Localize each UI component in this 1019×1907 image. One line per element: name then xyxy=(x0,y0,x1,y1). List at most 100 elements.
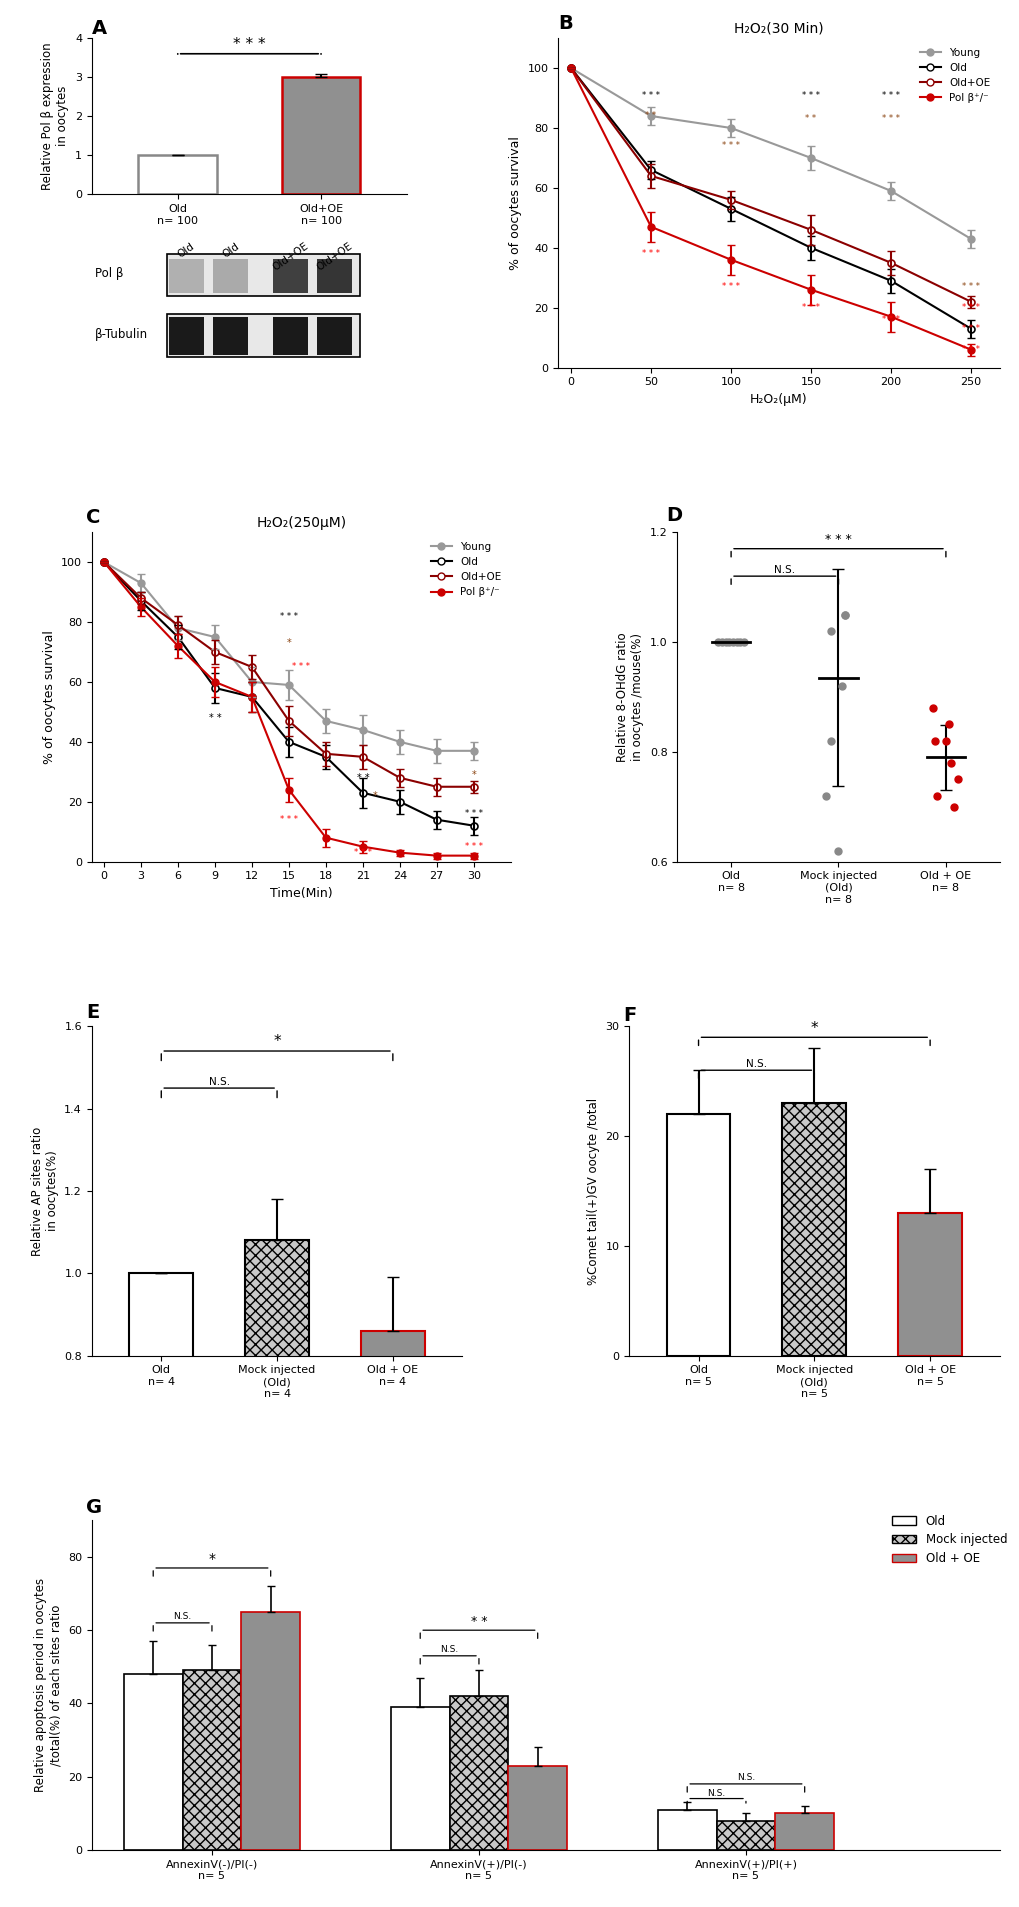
Text: * *: * * xyxy=(645,111,656,120)
Text: * * *: * * * xyxy=(961,345,979,355)
Text: Old+OE: Old+OE xyxy=(270,242,310,273)
Text: * *: * * xyxy=(357,772,369,782)
Text: * * *: * * * xyxy=(279,612,298,620)
Bar xyxy=(657,1810,716,1850)
Point xyxy=(928,780,945,810)
Legend: Young, Old, Old+OE, Pol β⁺/⁻: Young, Old, Old+OE, Pol β⁺/⁻ xyxy=(915,44,994,107)
Text: * * *: * * * xyxy=(233,38,266,51)
Point xyxy=(713,627,730,658)
Bar xyxy=(317,259,352,294)
Point xyxy=(728,627,744,658)
Text: * * *: * * * xyxy=(641,250,659,257)
Y-axis label: %Comet tail(+)GV oocyte /total: %Comet tail(+)GV oocyte /total xyxy=(586,1097,599,1285)
Y-axis label: % of oocytes survival: % of oocytes survival xyxy=(43,629,55,765)
Legend: Old, Mock injected, Old + OE: Old, Mock injected, Old + OE xyxy=(887,1510,1011,1569)
Text: C: C xyxy=(86,509,100,526)
Bar xyxy=(273,259,308,294)
Point xyxy=(821,725,838,755)
Legend: Young, Old, Old+OE, Pol β⁺/⁻: Young, Old, Old+OE, Pol β⁺/⁻ xyxy=(426,538,505,601)
Bar xyxy=(169,259,204,294)
Point xyxy=(735,627,751,658)
Point xyxy=(937,725,954,755)
Bar xyxy=(716,1821,774,1850)
Text: * * *: * * * xyxy=(465,843,482,851)
Text: * * *: * * * xyxy=(881,90,899,99)
Text: * * *: * * * xyxy=(961,303,979,313)
Text: B: B xyxy=(557,13,573,32)
Text: F: F xyxy=(623,1005,636,1024)
Bar xyxy=(782,1102,846,1356)
Text: Old: Old xyxy=(220,242,240,259)
Bar xyxy=(666,1114,730,1356)
Text: * * *: * * * xyxy=(801,90,819,99)
Bar xyxy=(449,1695,507,1850)
Text: * * *: * * * xyxy=(465,809,482,818)
Bar xyxy=(139,154,217,195)
Text: Old: Old xyxy=(176,242,197,259)
Bar xyxy=(317,317,352,355)
Text: D: D xyxy=(666,505,682,524)
Text: *: * xyxy=(273,1034,280,1049)
Bar xyxy=(123,1674,182,1850)
Text: N.S.: N.S. xyxy=(707,1789,725,1798)
Text: * * *: * * * xyxy=(292,662,310,671)
Text: G: G xyxy=(87,1499,103,1518)
Point xyxy=(709,627,726,658)
Point xyxy=(940,709,956,740)
Bar xyxy=(774,1814,834,1850)
Bar xyxy=(507,1766,567,1850)
Text: * * *: * * * xyxy=(824,532,851,545)
Y-axis label: Relative AP sites ratio
in oocytes(%): Relative AP sites ratio in oocytes(%) xyxy=(31,1127,59,1255)
Y-axis label: Relative Pol β expression
in oocytes: Relative Pol β expression in oocytes xyxy=(42,42,69,191)
Point xyxy=(725,627,741,658)
Bar xyxy=(129,1274,193,1686)
Text: Pol β: Pol β xyxy=(95,267,123,280)
Point xyxy=(836,473,852,503)
Bar xyxy=(182,1671,242,1850)
Text: * *: * * xyxy=(209,713,221,723)
Text: * * *: * * * xyxy=(881,315,899,324)
Point xyxy=(942,748,958,778)
Y-axis label: Relative 8-OHdG ratio
in oocytes /mouse(%): Relative 8-OHdG ratio in oocytes /mouse(… xyxy=(615,631,644,761)
Point xyxy=(837,599,853,629)
Title: H₂O₂(30 Min): H₂O₂(30 Min) xyxy=(734,21,823,36)
Text: N.S.: N.S. xyxy=(173,1611,192,1621)
Text: *: * xyxy=(471,770,476,780)
Text: E: E xyxy=(86,1003,99,1022)
Bar xyxy=(361,1331,424,1686)
Bar xyxy=(167,315,360,357)
Text: * * *: * * * xyxy=(354,849,372,856)
Text: * * *: * * * xyxy=(721,282,739,292)
Text: * * *: * * * xyxy=(801,303,819,313)
Text: * * *: * * * xyxy=(881,114,899,124)
Text: * * *: * * * xyxy=(721,141,739,151)
Text: N.S.: N.S. xyxy=(440,1646,459,1653)
Y-axis label: % of oocytes survival: % of oocytes survival xyxy=(508,135,522,269)
Point xyxy=(720,627,737,658)
Text: *: * xyxy=(810,1020,817,1036)
Point xyxy=(732,627,748,658)
Bar xyxy=(169,317,204,355)
Point xyxy=(817,780,834,810)
Point xyxy=(829,835,846,866)
Text: * *: * * xyxy=(470,1615,487,1629)
Text: * * *: * * * xyxy=(279,814,298,824)
Point xyxy=(833,671,849,702)
Text: *: * xyxy=(372,791,377,801)
Text: * * *: * * * xyxy=(961,282,979,292)
Bar xyxy=(242,1611,300,1850)
X-axis label: H₂O₂(μM): H₂O₂(μM) xyxy=(749,393,807,406)
Text: β-Tubulin: β-Tubulin xyxy=(95,328,148,341)
Point xyxy=(926,725,943,755)
Text: A: A xyxy=(92,19,107,38)
Title: H₂O₂(250μM): H₂O₂(250μM) xyxy=(256,515,346,530)
Bar xyxy=(213,317,248,355)
Bar xyxy=(390,1707,449,1850)
Bar xyxy=(245,1240,309,1686)
Point xyxy=(837,599,853,629)
X-axis label: Time(Min): Time(Min) xyxy=(270,887,332,900)
Text: *: * xyxy=(286,639,291,648)
Point xyxy=(945,791,961,822)
Text: *: * xyxy=(208,1552,215,1566)
Bar xyxy=(167,254,360,296)
